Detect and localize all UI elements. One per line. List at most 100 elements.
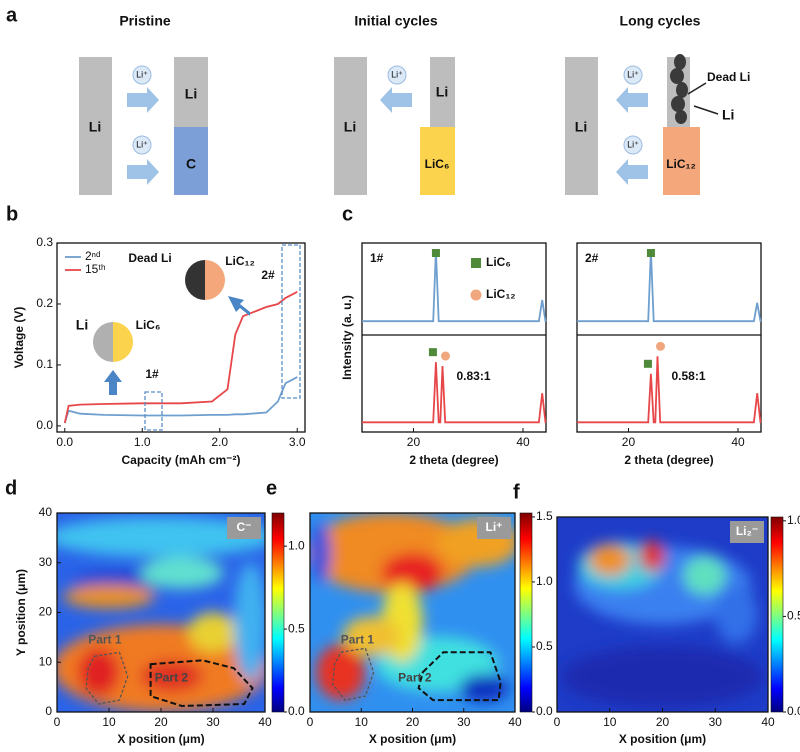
lic12 — [663, 127, 700, 195]
inset-label: LiC₁₂ — [225, 254, 255, 268]
x-tick-label: 20 — [406, 715, 420, 729]
axes-frame — [361, 242, 547, 433]
stage-title: Long cycles — [620, 13, 701, 29]
colorbar-tick-label: 1.0 — [536, 574, 553, 588]
ion-label: Li⁺ — [136, 69, 148, 79]
inset-half — [93, 322, 113, 362]
region-label: Part 2 — [398, 670, 432, 684]
x-tick-label: 20 — [622, 435, 636, 449]
dead-lithium — [670, 54, 688, 124]
colorbar-tick-label: 1.0 — [288, 538, 305, 552]
species-label: Li₂⁻ — [736, 524, 758, 538]
panel-label: c — [342, 203, 353, 225]
panel-label: e — [266, 477, 277, 499]
arrow — [127, 159, 159, 185]
map — [557, 517, 768, 712]
ratio-label: 0.83:1 — [457, 369, 491, 383]
subplot-title: 1# — [370, 251, 384, 265]
inset-label: Dead Li — [128, 251, 171, 265]
x-tick-label: 0.0 — [56, 435, 73, 449]
colorbar-tick-label: 0.0 — [536, 704, 553, 718]
y-axis-label: Y position (μm) — [14, 569, 28, 656]
map-blob — [233, 562, 265, 683]
inset-label: Li — [76, 317, 88, 333]
x-axis-label: X position (μm) — [369, 732, 456, 746]
legend-label: 2ⁿᵈ — [85, 249, 101, 263]
x-tick-label: 40 — [258, 715, 272, 729]
top-label: Li — [436, 84, 448, 100]
phase-marker — [428, 348, 437, 357]
ratio-label: 0.58:1 — [672, 369, 706, 383]
colorbar-tick-label: 1.0 — [787, 513, 800, 527]
colorbar — [770, 516, 784, 713]
y-axis-label: Voltage (V) — [12, 307, 26, 369]
species-box — [730, 521, 764, 543]
marker-label: 1# — [145, 367, 159, 381]
region-label: Part 2 — [155, 670, 189, 684]
stage-title: Pristine — [119, 13, 171, 29]
map-blob — [639, 540, 665, 572]
ion-label: Li⁺ — [391, 69, 403, 79]
series-line — [362, 250, 547, 323]
map-texture — [310, 513, 515, 703]
x-tick-label: 10 — [102, 715, 116, 729]
ion — [623, 135, 643, 155]
ion-label: Li⁺ — [136, 139, 148, 149]
stage-title: Initial cycles — [354, 13, 437, 29]
x-tick-label: 1.0 — [134, 435, 151, 449]
arrow — [616, 87, 648, 113]
x-tick-label: 40 — [731, 435, 745, 449]
x-axis-label: 2 theta (degree) — [624, 453, 713, 467]
panel-label: b — [6, 203, 18, 225]
anode-label: Li — [575, 119, 587, 135]
ion — [387, 65, 407, 85]
x-tick-label: 2.0 — [211, 435, 228, 449]
anode-label: Li — [344, 119, 356, 135]
map-blob — [77, 648, 120, 697]
x-tick-label: 20 — [154, 715, 168, 729]
x-tick-label: 0 — [307, 715, 314, 729]
ion — [132, 65, 152, 85]
inset-label: LiC₆ — [136, 318, 161, 332]
anode — [565, 57, 598, 195]
y-tick-label: 0.0 — [36, 418, 53, 432]
map-blob — [316, 644, 366, 701]
region-outline — [331, 647, 375, 701]
graphite — [174, 127, 208, 195]
y-tick-label: 40 — [39, 505, 53, 519]
lic6 — [420, 127, 455, 195]
panel-label: d — [5, 477, 17, 499]
x-tick-label: 0 — [54, 715, 61, 729]
marker-box — [144, 391, 163, 431]
map-blob — [140, 660, 203, 693]
map-blob — [683, 556, 726, 595]
x-axis-label: Capacity (mAh cm⁻²) — [121, 453, 240, 467]
marker-label: 2# — [261, 268, 275, 282]
dead-li-label: Dead Li — [707, 70, 750, 84]
schematic: a Pristine Initial cycles Long cycles Li… — [6, 4, 750, 195]
arrow — [616, 159, 648, 185]
x-tick-label: 0 — [554, 715, 561, 729]
y-tick-label: 20 — [39, 605, 53, 619]
x-axis-label: 2 theta (degree) — [409, 453, 498, 467]
panel-label: f — [513, 481, 520, 503]
phase-marker — [656, 341, 665, 351]
x-tick-label: 40 — [761, 715, 775, 729]
map-blob — [310, 522, 331, 583]
region-label: Part 1 — [341, 633, 375, 647]
x-tick-label: 20 — [407, 435, 421, 449]
colorbar-tick-label: 1.5 — [536, 509, 553, 523]
series-line — [63, 376, 298, 424]
x-tick-label: 3.0 — [289, 435, 306, 449]
colorbar-tick-label: 0.5 — [536, 639, 553, 653]
x-tick-label: 20 — [656, 715, 670, 729]
map-blob — [459, 674, 509, 703]
anode — [79, 57, 112, 195]
colorbar — [519, 512, 533, 713]
species-box — [477, 517, 511, 539]
map-blob — [188, 612, 238, 653]
phase-marker — [441, 351, 450, 361]
ion — [623, 65, 643, 85]
x-tick-label: 10 — [603, 715, 617, 729]
pointer — [693, 105, 719, 115]
